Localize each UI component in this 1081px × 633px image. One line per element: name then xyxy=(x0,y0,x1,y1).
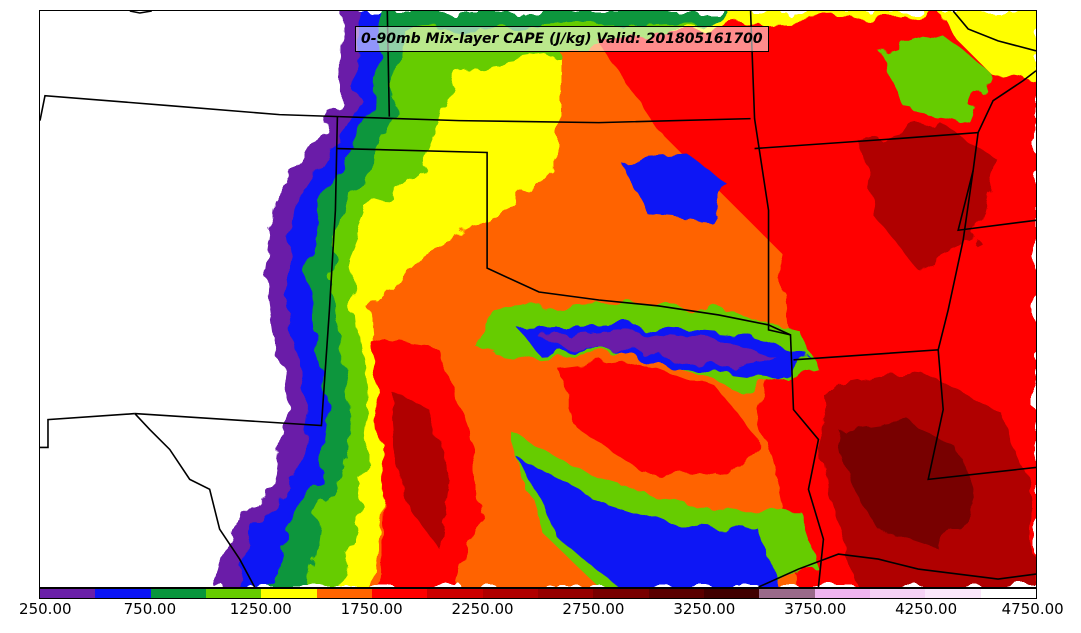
colorbar-segment xyxy=(814,589,870,598)
colorbar-tick-label: 250.00 xyxy=(19,600,72,618)
colorbar-segment xyxy=(316,589,372,598)
boundary-nm-south xyxy=(40,412,135,449)
state-boundaries xyxy=(40,11,1036,587)
colorbar-segment xyxy=(40,589,96,598)
colorbar-segment xyxy=(925,589,981,598)
cape-band-blue-eye xyxy=(618,155,729,221)
colorbar-tick-label: 3250.00 xyxy=(673,600,736,618)
colorbar-segment xyxy=(703,589,760,598)
boundary-mississippi-river xyxy=(937,70,1036,351)
colorbar-tick-label: 4750.00 xyxy=(1001,600,1064,618)
colorbar-tick-label: 4250.00 xyxy=(895,600,958,618)
boundary-panhandle-south xyxy=(337,147,791,336)
colorbar-tick-label: 750.00 xyxy=(123,600,177,618)
colorbar xyxy=(39,588,1037,599)
boundary-nm-rio xyxy=(134,413,256,587)
colorbar-segment xyxy=(371,589,428,598)
cape-band-blue-south xyxy=(519,459,779,587)
cape-map xyxy=(40,11,1036,587)
cape-band-dark-red-ne xyxy=(858,120,999,271)
map-frame: 0-90mb Mix-layer CAPE (J/kg) Valid: 2018… xyxy=(39,10,1037,588)
boundary-ks-mo xyxy=(754,131,1036,232)
colorbar-tick-label: 1750.00 xyxy=(340,600,403,618)
cape-band-purple-strip xyxy=(538,331,779,368)
cape-band-yellow-ne xyxy=(938,11,1036,81)
colorbar-segment xyxy=(95,589,151,598)
colorbar-labels: 250.00 750.00 1250.00 1750.00 2250.00 2750.00… xyxy=(0,600,1081,624)
colorbar-segment xyxy=(537,589,594,598)
colorbar-tick-label: 2250.00 xyxy=(451,600,514,618)
cape-band-green-ne xyxy=(878,30,989,121)
boundary-ok-east xyxy=(749,11,825,587)
map-title: 0-90mb Mix-layer CAPE (J/kg) Valid: 2018… xyxy=(355,26,769,52)
colorbar-segment xyxy=(261,589,317,598)
colorbar-tick-label: 3750.00 xyxy=(784,600,847,618)
colorbar-segment xyxy=(150,589,206,598)
boundary-tx-west xyxy=(134,116,339,427)
colorbar-segment xyxy=(593,589,649,598)
boundary-nm-co-north xyxy=(129,11,152,14)
colorbar-segment xyxy=(205,589,262,598)
colorbar-tick-label: 2750.00 xyxy=(562,600,625,618)
boundary-panhandle-north xyxy=(339,115,751,124)
colorbar-segment xyxy=(648,589,704,598)
cape-field xyxy=(214,11,1036,587)
cape-band-maroon xyxy=(838,419,979,550)
colorbar-segment xyxy=(980,589,1036,598)
colorbar-segment xyxy=(427,589,483,598)
boundary-ne-corner xyxy=(952,11,1036,52)
boundary-gulf-coast xyxy=(758,553,1036,587)
boundary-ar-la xyxy=(793,348,1036,481)
boundary-west-edge xyxy=(40,94,340,121)
colorbar-segment xyxy=(759,589,815,598)
colorbar-tick-label: 1250.00 xyxy=(229,600,292,618)
cape-band-dark-red-west xyxy=(389,389,450,550)
colorbar-segment xyxy=(869,589,926,598)
colorbar-segment xyxy=(482,589,538,598)
